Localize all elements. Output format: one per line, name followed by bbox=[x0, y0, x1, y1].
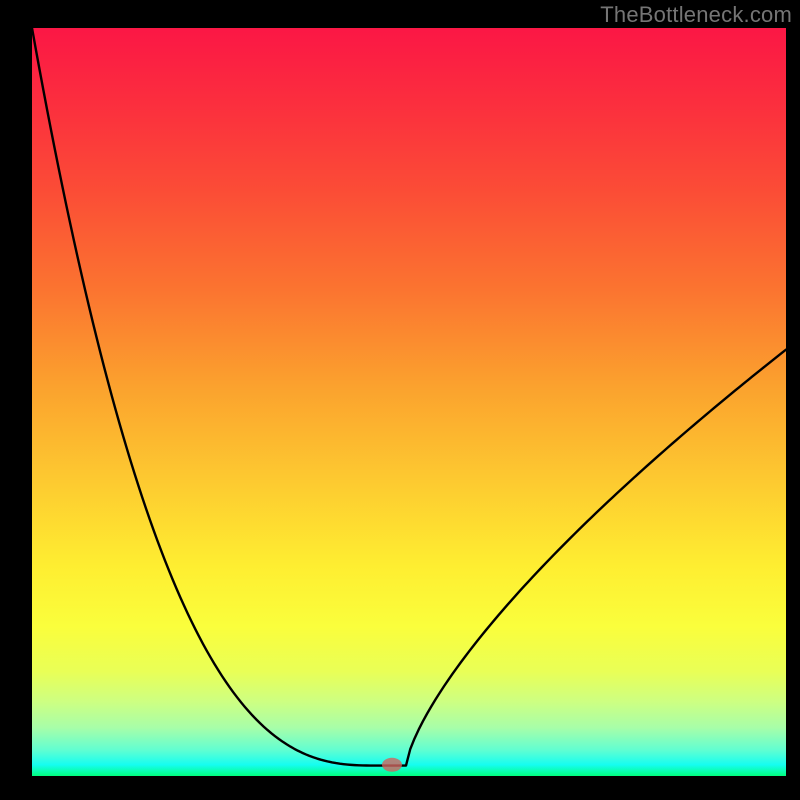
minimum-marker bbox=[382, 758, 402, 772]
watermark-text: TheBottleneck.com bbox=[600, 2, 792, 28]
plot-svg bbox=[32, 28, 786, 776]
bottleneck-curve bbox=[32, 28, 786, 766]
plot-area bbox=[32, 28, 786, 776]
